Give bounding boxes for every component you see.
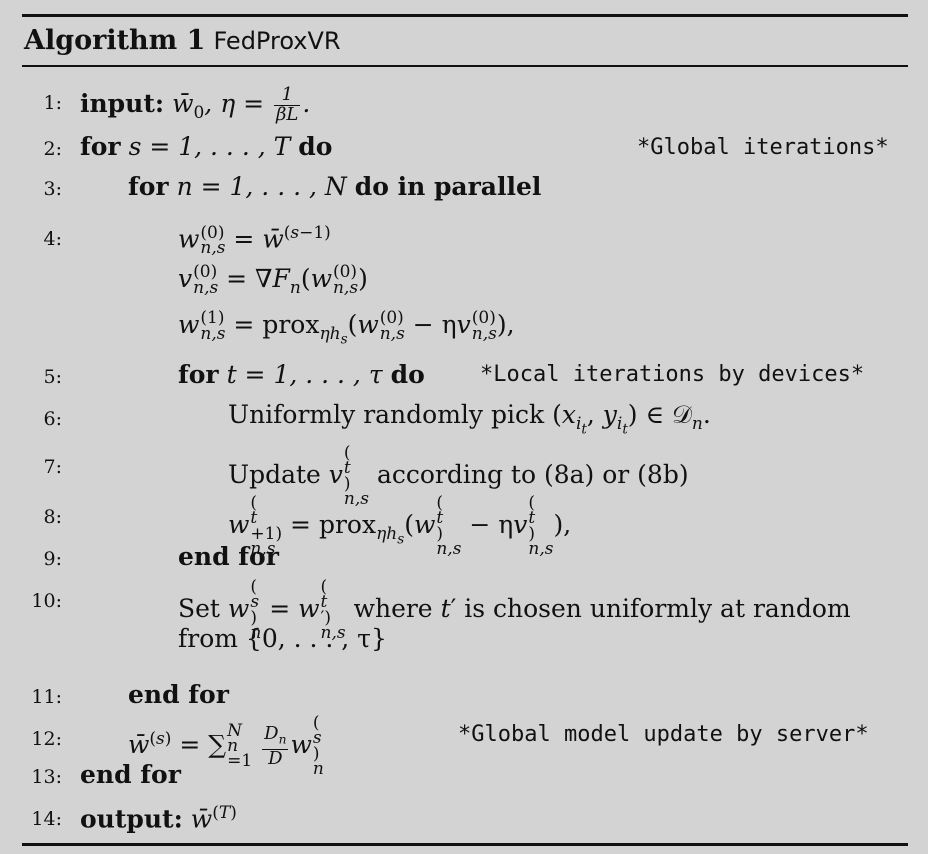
algorithm-name: FedProxVR (213, 27, 341, 55)
loop-range-n: n = 1, . . . , N (176, 172, 347, 201)
line-14: output: w̄(T) (80, 803, 237, 834)
line-number-9: 9: (43, 548, 63, 570)
algorithm-label: Algorithm 1 (24, 25, 206, 56)
line-1: input: w̄0, η = 1 βL. (80, 84, 311, 128)
end-for-keyword: end for (178, 542, 279, 571)
do-keyword: do (298, 132, 333, 161)
line-number-5: 5: (43, 366, 63, 388)
line-10: Set w(s) n = w(t ′) n,s where t′ is chosen … (178, 577, 851, 643)
for-keyword: for (128, 172, 169, 201)
do-in-parallel-keyword: do in parallel (354, 172, 542, 201)
line-4b: v (0) n,s = ∇Fn(w (0) n,s) (178, 262, 368, 298)
line-number-3: 3: (43, 178, 63, 200)
line-4c: w (1) n,s = proxηhs(w (0) n,s − ηv (0) n,s), (178, 308, 515, 348)
where-text: where (353, 594, 433, 624)
line-number-12: 12: (31, 728, 62, 750)
line-2: for s = 1, . . . , T do (80, 132, 332, 162)
comment-local-iterations: *Local iterations by devices* (480, 362, 865, 387)
update-rule-text: according to (8a) or (8b) (376, 460, 689, 490)
top-rule (22, 14, 908, 17)
loop-range-s: s = 1, . . . , T (128, 132, 291, 161)
line-4a: w (0) n,s = w̄(s−1) (178, 222, 331, 258)
line-number-13: 13: (31, 766, 62, 788)
line-11: end for (128, 680, 229, 710)
set-text: Set (178, 594, 220, 624)
chosen-text: is chosen uniformly at random (464, 594, 851, 624)
line-number-14: 14: (31, 808, 62, 830)
bottom-rule (22, 843, 908, 846)
line-6: Uniformly randomly pick (xit, yit) ∈ 𝒟n. (228, 400, 711, 438)
comment-global-iterations: *Global iterations* (637, 135, 889, 160)
update-text: Update (228, 460, 321, 490)
line-3: for n = 1, . . . , N do in parallel (128, 172, 541, 202)
line-number-4: 4: (43, 228, 63, 250)
line-number-6: 6: (43, 408, 63, 430)
line-number-8: 8: (43, 506, 63, 528)
line-10-continued: from {0, . . . , τ} (178, 624, 387, 653)
caption-rule (22, 65, 908, 67)
line-8: w(t +1) n,s = proxηhs(w(t) n,s − ηv(t) n,s), (228, 493, 572, 559)
input-keyword: input: (80, 88, 165, 118)
algorithm-caption: Algorithm 1 FedProxVR (24, 22, 341, 60)
line-5: for t = 1, . . . , τ do (178, 360, 425, 390)
for-keyword: for (80, 132, 121, 161)
line-number-2: 2: (43, 138, 63, 160)
for-keyword: for (178, 360, 219, 389)
comment-global-update: *Global model update by server* (458, 722, 869, 747)
do-keyword: do (390, 360, 425, 389)
loop-range-t: t = 1, . . . , τ (226, 360, 383, 389)
end-for-keyword: end for (80, 760, 181, 789)
line-9: end for (178, 542, 279, 572)
pick-text: Uniformly randomly pick (228, 400, 545, 429)
input-math: w̄0, η = 1 βL. (172, 84, 311, 125)
end-for-keyword: end for (128, 680, 229, 709)
line-number-7: 7: (43, 456, 63, 478)
line-7: Update v(t) n,s according to (8a) or (8b) (228, 443, 689, 509)
output-keyword: output: (80, 804, 183, 834)
line-13: end for (80, 760, 181, 790)
line-number-1: 1: (43, 92, 63, 114)
line-number-11: 11: (31, 686, 62, 708)
line-number-10: 10: (31, 590, 62, 612)
